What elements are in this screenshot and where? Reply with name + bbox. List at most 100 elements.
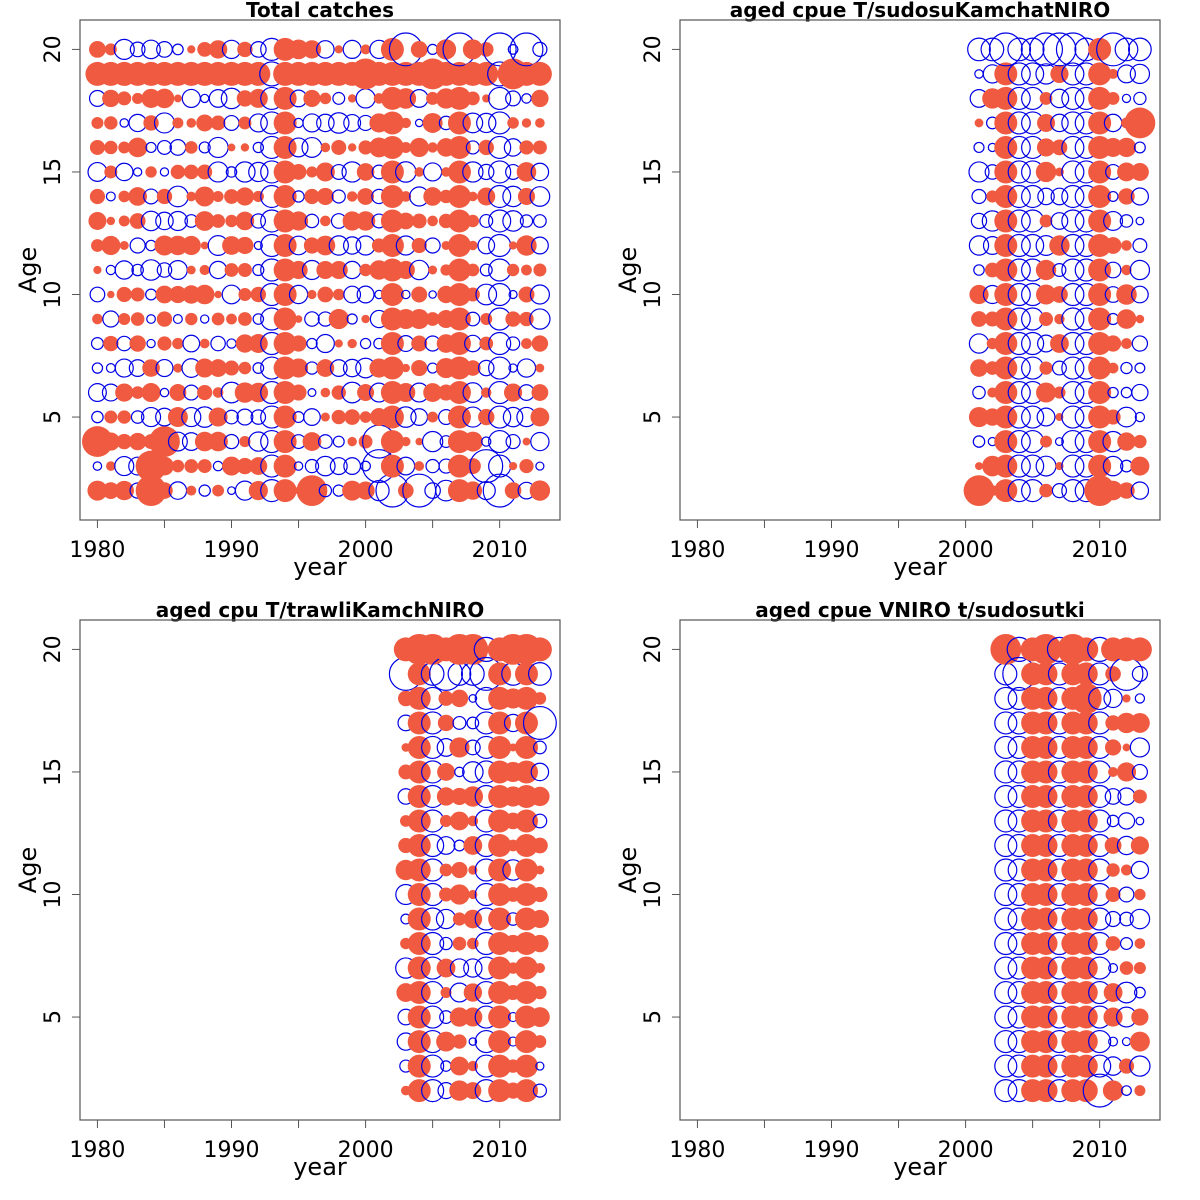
panel-2-bubble xyxy=(1117,162,1136,182)
panel-3-bubble xyxy=(532,740,547,755)
panel-2-bubble xyxy=(972,435,986,448)
panel-3-bubble xyxy=(436,958,456,978)
panel-4-bubble xyxy=(994,711,1018,735)
panel-1-ylabel: Age xyxy=(14,247,42,293)
panel-1-bubble xyxy=(332,91,346,105)
panel-4-bubble xyxy=(1034,809,1058,833)
panel-2-bubble xyxy=(1035,161,1057,183)
panel-1-bubble xyxy=(479,213,494,228)
panel-1-bubble xyxy=(252,263,265,277)
panel-1-bubble xyxy=(173,94,182,103)
panel-3-bubble xyxy=(464,739,481,756)
panel-1-bubble xyxy=(315,162,335,182)
panel-1-bubble xyxy=(488,356,512,380)
panel-1-bubble xyxy=(246,61,271,86)
panel-2-bubble xyxy=(969,284,989,305)
panel-4-bubble xyxy=(1034,883,1058,907)
panel-1-bubble xyxy=(236,457,254,475)
panel-1-bubble xyxy=(466,214,480,228)
panel-2-bubble xyxy=(1130,456,1150,476)
panel-1-bubble xyxy=(400,191,412,202)
panel-4-y-tick-label: 15 xyxy=(641,758,666,786)
panel-4-bubble xyxy=(1131,1008,1149,1026)
panel-1-bubble xyxy=(478,139,494,156)
panel-3-y-tick-label: 20 xyxy=(41,635,66,663)
panel-1-bubble xyxy=(288,358,309,378)
panel-1-bubble xyxy=(212,190,224,202)
panel-1-bubble xyxy=(330,163,347,180)
panel-3-bubble xyxy=(534,962,545,974)
panel-1-bubble xyxy=(395,88,417,109)
panel-3-bubble xyxy=(407,686,431,710)
panel-1-bubble xyxy=(409,309,430,330)
panel-3-bubble xyxy=(488,981,512,1005)
panel-1-bubble xyxy=(248,480,268,501)
panel-3-bubble xyxy=(436,787,456,806)
panel-3-bubble xyxy=(514,809,538,833)
panel-1-bubble xyxy=(464,458,481,475)
panel-3-bubble xyxy=(514,735,538,759)
panel-1-bubble xyxy=(462,39,483,60)
panel-4-bubble xyxy=(1034,760,1058,784)
panel-2-bubble xyxy=(1021,233,1045,258)
panel-2-bubble xyxy=(1108,68,1119,79)
panel-2-bubble xyxy=(1118,188,1135,205)
panel-3-bubble xyxy=(488,956,512,980)
panel-2-bubble xyxy=(1042,32,1077,67)
panel-1-bubble xyxy=(248,113,268,133)
panel-3-frame xyxy=(79,619,561,1121)
panel-1-bubble xyxy=(508,461,518,471)
panel-1-bubble xyxy=(400,117,412,129)
panel-4-bubble xyxy=(1074,932,1098,956)
panel-1-bubble xyxy=(477,359,495,377)
panel-3-bubble xyxy=(488,883,512,907)
panel-1-bubble xyxy=(415,437,424,446)
panel-1-bubble xyxy=(425,312,440,326)
panel-1-bubble xyxy=(116,286,132,303)
panel-4-bubble xyxy=(1070,683,1102,714)
panel-4-bubble xyxy=(1103,983,1123,1002)
panel-1-bubble xyxy=(427,411,439,423)
panel-1-bubble xyxy=(293,461,304,471)
panel-3-title: aged cpu T/trawliKamchNIRO xyxy=(156,598,485,622)
panel-3-bubble xyxy=(530,786,550,807)
panel-1-bubble xyxy=(273,381,297,405)
panel-1-bubble xyxy=(478,42,494,57)
panel-1-bubble xyxy=(482,32,517,67)
panel-2-bubble xyxy=(1088,111,1112,135)
panel-2-y-tick-label: 15 xyxy=(641,158,666,186)
panel-4-bubble xyxy=(1116,762,1137,782)
panel-1-bubble xyxy=(302,40,322,59)
panel-1-bubble xyxy=(131,386,144,399)
panel-1-bubble xyxy=(304,458,320,474)
panel-1-bubble xyxy=(212,484,225,497)
panel-1-bubble xyxy=(328,308,349,330)
panel-1-plot-area: 1980 1990 2000 2010 5 10 15 20 xyxy=(41,19,561,563)
panel-1-bubble xyxy=(447,307,471,331)
panel-1-bubble xyxy=(273,111,297,135)
panel-3-bubble xyxy=(463,983,483,1002)
panel-3-bubble xyxy=(453,839,466,852)
panel-4-bubble xyxy=(1134,938,1146,949)
panel-3-bubble xyxy=(421,833,445,858)
panel-1-bubble xyxy=(327,112,350,134)
panel-3-bubble xyxy=(407,1079,431,1103)
panel-4-y-tick-label: 20 xyxy=(641,635,666,663)
panel-4-bubble xyxy=(1074,711,1098,735)
panel-2-bubble xyxy=(994,479,1018,503)
panel-2-x-tick-label: 1990 xyxy=(804,538,860,563)
panel-2-y-tick-label: 10 xyxy=(641,281,666,309)
panel-1-bubble xyxy=(424,237,441,254)
panel-1-bubble xyxy=(423,383,443,402)
panel-1-bubble xyxy=(521,118,532,128)
panel-1-x-tick-label: 1980 xyxy=(69,538,125,563)
panel-1-bubble xyxy=(197,42,213,57)
panel-1-bubble xyxy=(224,189,239,204)
panel-4-bubble xyxy=(1034,833,1058,857)
panel-4-x-tick-label: 1980 xyxy=(669,1138,725,1163)
panel-2-bubble xyxy=(1021,331,1045,356)
panel-1-bubble xyxy=(238,288,252,302)
panel-1-bubble xyxy=(156,311,173,327)
panel-1-bubble xyxy=(488,135,512,160)
